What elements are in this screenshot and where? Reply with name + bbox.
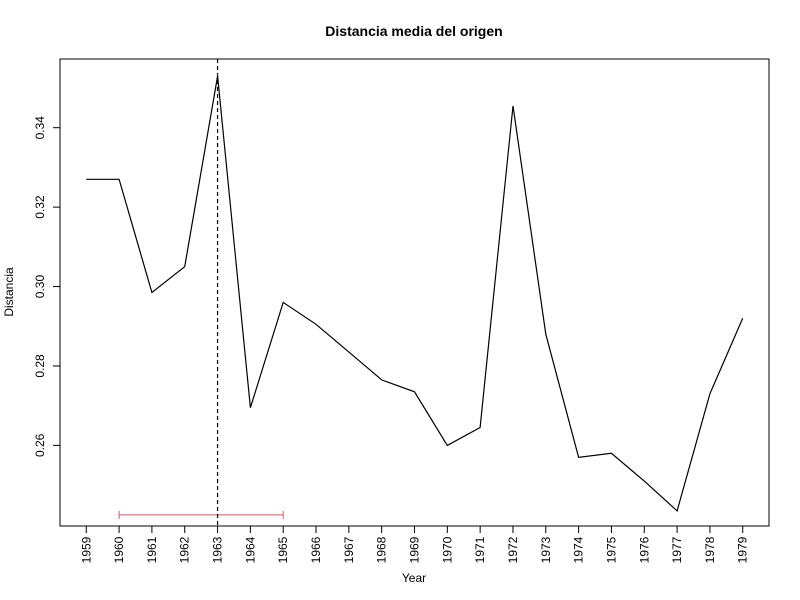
x-tick-label: 1965	[276, 536, 290, 563]
x-tick-label: 1977	[670, 536, 684, 563]
x-tick-label: 1960	[112, 536, 126, 563]
x-tick-label: 1971	[473, 536, 487, 563]
x-tick-label: 1972	[506, 536, 520, 563]
plot-area	[86, 59, 744, 526]
x-axis-label: Year	[402, 571, 426, 585]
x-tick-label: 1974	[572, 536, 586, 563]
x-axis: 1959 1960 1961 1962 1963 1964 1965 1966 1967 1968…	[79, 526, 750, 563]
x-tick-label: 1963	[211, 536, 225, 563]
x-tick-label: 1970	[440, 536, 454, 563]
x-tick-label: 1967	[342, 536, 356, 563]
x-tick-label: 1978	[703, 536, 717, 563]
x-tick-label: 1975	[604, 536, 618, 563]
series-line	[86, 75, 744, 512]
x-tick-label: 1964	[243, 536, 257, 563]
x-tick-label: 1962	[178, 536, 192, 563]
x-tick-label: 1966	[309, 536, 323, 563]
x-tick-label: 1969	[408, 536, 422, 563]
y-tick-label: 0.32	[33, 195, 47, 219]
x-tick-label: 1979	[736, 536, 750, 563]
x-tick-label: 1961	[145, 536, 159, 563]
y-tick-label: 0.34	[33, 116, 47, 140]
y-axis-label: Distancia	[2, 267, 16, 317]
y-tick-label: 0.30	[33, 275, 47, 299]
plot-frame	[59, 58, 770, 527]
y-axis: 0.26 0.28 0.30 0.32 0.34	[33, 116, 60, 457]
x-tick-label: 1968	[375, 536, 389, 563]
x-tick-label: 1976	[637, 536, 651, 563]
chart-title: Distancia media del origen	[325, 23, 502, 39]
y-tick-label: 0.28	[33, 354, 47, 378]
x-tick-label: 1959	[79, 536, 93, 563]
y-tick-label: 0.26	[33, 433, 47, 457]
x-tick-label: 1973	[539, 536, 553, 563]
